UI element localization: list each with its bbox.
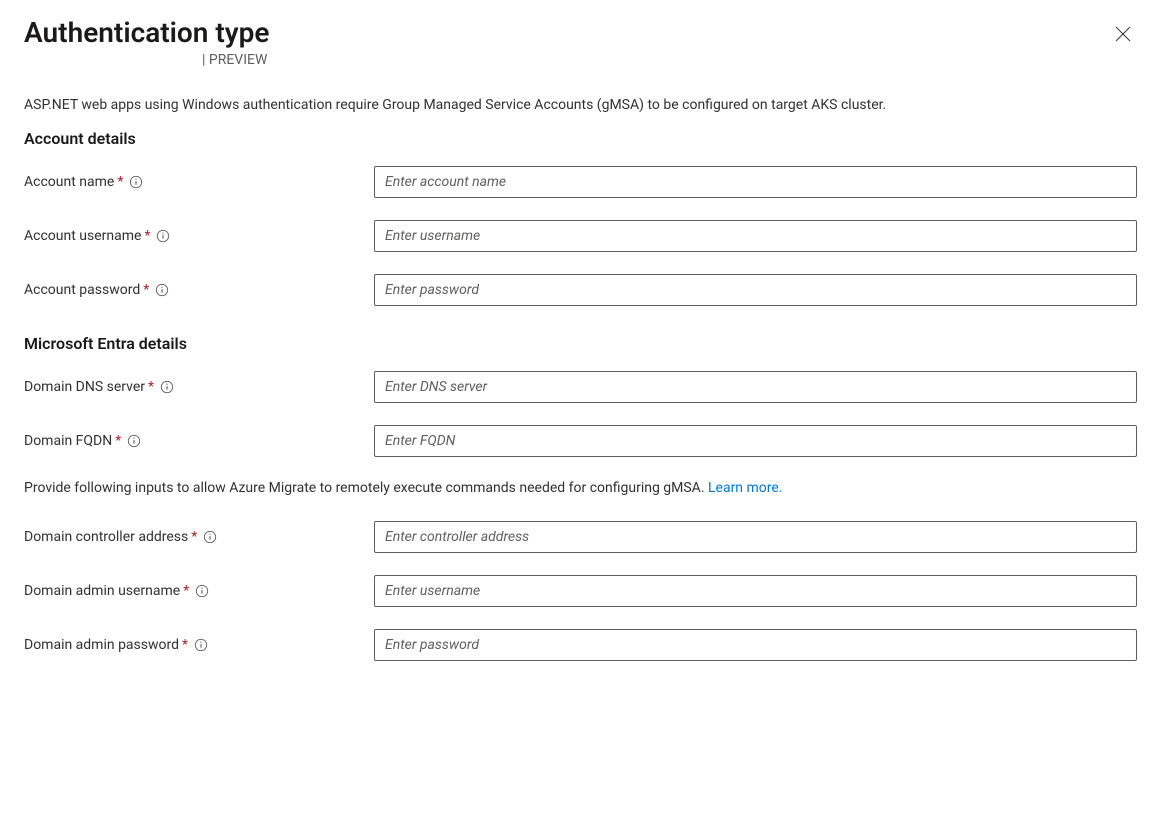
field-label-domain-controller: Domain controller address *	[24, 529, 374, 545]
field-label-account-username: Account username *	[24, 228, 374, 244]
domain-controller-input[interactable]	[374, 521, 1137, 553]
info-icon[interactable]	[127, 434, 141, 448]
field-row-domain-admin-password: Domain admin password *	[24, 629, 1137, 661]
helper-text: Provide following inputs to allow Azure …	[24, 479, 1137, 499]
info-icon[interactable]	[155, 283, 169, 297]
required-mark: *	[144, 228, 150, 244]
info-icon[interactable]	[203, 530, 217, 544]
info-icon[interactable]	[194, 638, 208, 652]
info-icon[interactable]	[160, 380, 174, 394]
label-text: Domain FQDN	[24, 433, 112, 449]
title-block: Authentication type | PREVIEW	[24, 16, 269, 68]
label-text: Domain controller address	[24, 529, 188, 545]
section-heading-entra: Microsoft Entra details	[24, 334, 1137, 353]
field-row-account-password: Account password *	[24, 274, 1137, 306]
account-password-input[interactable]	[374, 274, 1137, 306]
intro-text: ASP.NET web apps using Windows authentic…	[24, 96, 1137, 116]
info-icon[interactable]	[195, 584, 209, 598]
label-text: Domain admin password	[24, 637, 179, 653]
field-row-account-name: Account name *	[24, 166, 1137, 198]
label-text: Account name	[24, 174, 114, 190]
label-text: Domain admin username	[24, 583, 180, 599]
header: Authentication type | PREVIEW	[24, 16, 1137, 68]
field-label-account-name: Account name *	[24, 174, 374, 190]
close-button[interactable]	[1109, 20, 1137, 51]
field-row-domain-fqdn: Domain FQDN *	[24, 425, 1137, 457]
field-label-domain-fqdn: Domain FQDN *	[24, 433, 374, 449]
field-label-domain-admin-password: Domain admin password *	[24, 637, 374, 653]
required-mark: *	[143, 282, 149, 298]
info-icon[interactable]	[129, 175, 143, 189]
helper-text-body: Provide following inputs to allow Azure …	[24, 480, 708, 496]
account-name-input[interactable]	[374, 166, 1137, 198]
label-text: Account username	[24, 228, 141, 244]
section-heading-account: Account details	[24, 129, 1137, 148]
domain-admin-password-input[interactable]	[374, 629, 1137, 661]
field-label-domain-dns: Domain DNS server *	[24, 379, 374, 395]
info-icon[interactable]	[156, 229, 170, 243]
field-row-domain-controller: Domain controller address *	[24, 521, 1137, 553]
label-text: Domain DNS server	[24, 379, 145, 395]
required-mark: *	[183, 583, 189, 599]
domain-admin-username-input[interactable]	[374, 575, 1137, 607]
required-mark: *	[117, 174, 123, 190]
field-row-domain-dns: Domain DNS server *	[24, 371, 1137, 403]
field-row-domain-admin-username: Domain admin username *	[24, 575, 1137, 607]
required-mark: *	[182, 637, 188, 653]
domain-dns-input[interactable]	[374, 371, 1137, 403]
page-title: Authentication type	[24, 16, 269, 50]
close-icon	[1115, 30, 1131, 45]
preview-tag: | PREVIEW	[202, 52, 269, 68]
field-label-account-password: Account password *	[24, 282, 374, 298]
field-row-account-username: Account username *	[24, 220, 1137, 252]
label-text: Account password	[24, 282, 140, 298]
account-username-input[interactable]	[374, 220, 1137, 252]
required-mark: *	[191, 529, 197, 545]
field-label-domain-admin-username: Domain admin username *	[24, 583, 374, 599]
learn-more-link[interactable]: Learn more.	[708, 480, 783, 496]
required-mark: *	[148, 379, 154, 395]
required-mark: *	[115, 433, 121, 449]
domain-fqdn-input[interactable]	[374, 425, 1137, 457]
